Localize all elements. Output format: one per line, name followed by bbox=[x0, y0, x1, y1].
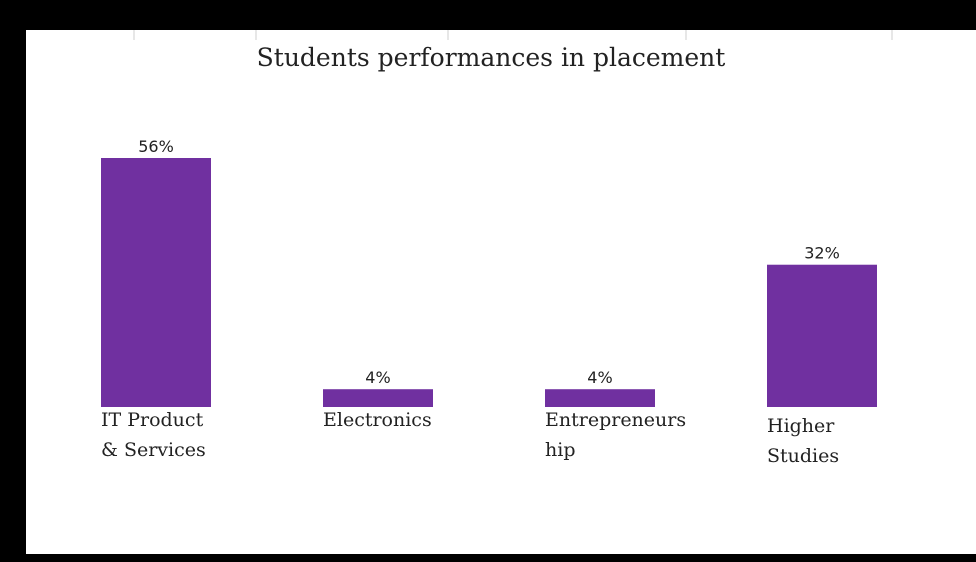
data-label: 4% bbox=[365, 368, 390, 387]
category-label: IT Product bbox=[101, 409, 204, 431]
bar bbox=[323, 389, 433, 407]
chart-frame: Students performances in placement 56% IT… bbox=[26, 30, 976, 554]
data-label: 4% bbox=[587, 368, 612, 387]
chart-title: Students performances in placement bbox=[256, 43, 726, 72]
category-label: Entrepreneurs bbox=[545, 409, 686, 431]
bar bbox=[767, 264, 877, 407]
bar bbox=[545, 389, 655, 407]
category-label: Studies bbox=[767, 445, 839, 467]
category-label: hip bbox=[545, 439, 575, 461]
category-label: Electronics bbox=[323, 409, 432, 431]
category-label: Higher bbox=[767, 415, 835, 437]
data-label: 56% bbox=[138, 137, 174, 156]
bar-chart: 56% IT Product & Services 4% Electronics 4% En… bbox=[101, 30, 893, 467]
bar bbox=[101, 158, 211, 407]
data-label: 32% bbox=[804, 244, 840, 263]
category-label: & Services bbox=[101, 439, 206, 461]
